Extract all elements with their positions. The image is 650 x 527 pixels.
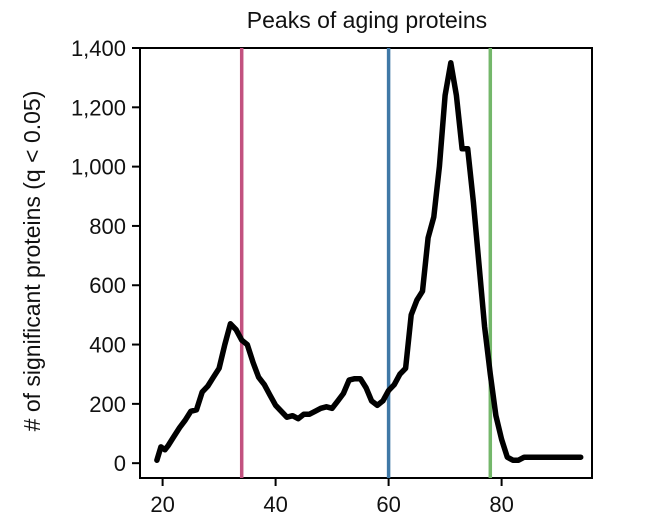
plot-frame [139, 47, 593, 479]
x-tick-label: 80 [489, 492, 513, 517]
y-tick-label: 600 [89, 273, 126, 298]
y-tick-label: 1,400 [71, 36, 126, 61]
y-axis: 0 200 400 600 800 1,000 1,200 1,400 [71, 36, 140, 476]
y-axis-label: # of significant proteins (q < 0.05) [19, 91, 45, 432]
x-tick-label: 60 [376, 492, 400, 517]
y-tick-label: 400 [89, 333, 126, 358]
y-tick-label: 0 [114, 451, 126, 476]
y-tick-label: 200 [89, 392, 126, 417]
y-tick-label: 800 [89, 214, 126, 239]
reference-lines [239, 48, 493, 478]
x-tick-label: 40 [263, 492, 287, 517]
x-tick-label: 20 [150, 492, 174, 517]
series-line-1 [154, 60, 584, 463]
x-axis: 20 40 60 80 [150, 478, 514, 517]
chart-title: Peaks of aging proteins [247, 7, 487, 33]
y-tick-label: 1,000 [71, 155, 126, 180]
y-tick-label: 1,200 [71, 95, 126, 120]
series-layer [154, 60, 584, 463]
